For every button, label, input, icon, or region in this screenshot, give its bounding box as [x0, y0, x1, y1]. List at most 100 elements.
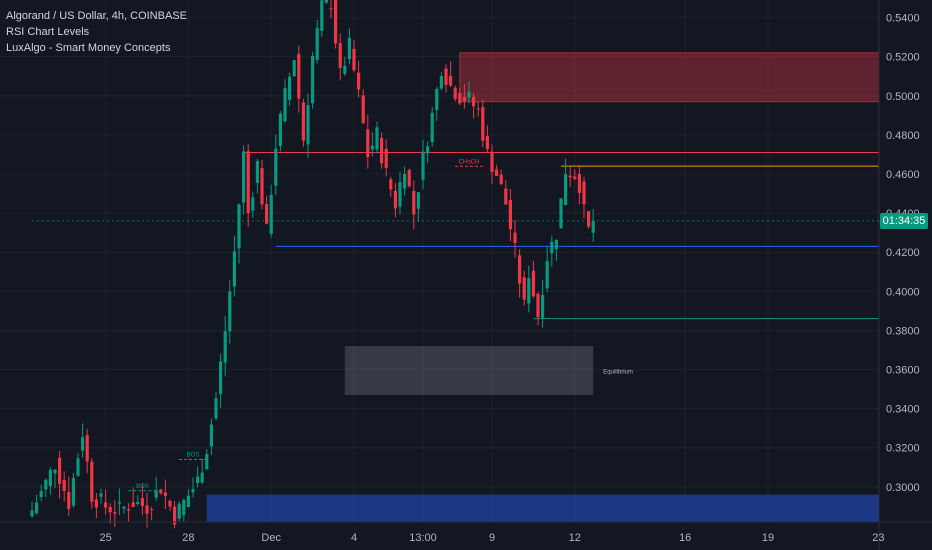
- candle-up: [550, 241, 554, 254]
- price-tick-label: 0.5000: [886, 91, 920, 103]
- candle-down: [58, 457, 62, 484]
- candle-up: [591, 220, 595, 233]
- candle-up: [71, 478, 75, 506]
- candle-up: [403, 173, 407, 189]
- structure-labels: CHoCH BOS BOS: [128, 159, 483, 492]
- time-tick-label: 16: [679, 532, 691, 544]
- candle-up: [306, 105, 310, 145]
- candle-down: [265, 204, 269, 224]
- levels: [32, 151, 879, 320]
- discount-zone: [206, 494, 880, 522]
- candle-down: [159, 489, 163, 494]
- candle-up: [564, 174, 568, 206]
- candle-up: [35, 502, 39, 514]
- candle-down: [67, 491, 71, 509]
- current-price-badge: 01:34:35: [880, 212, 928, 229]
- zones: Equilibrium: [206, 52, 880, 522]
- candle-down: [361, 95, 365, 123]
- candle-down: [301, 102, 305, 141]
- structure-label: BOS: [187, 453, 200, 459]
- candle-down: [94, 499, 98, 508]
- candle-down: [573, 176, 577, 179]
- candle-up: [545, 261, 549, 289]
- candle-down: [140, 497, 144, 506]
- candle-up: [269, 194, 273, 234]
- candle-down: [444, 68, 448, 85]
- candle-down: [476, 108, 480, 110]
- candle-up: [435, 89, 439, 111]
- price-tick-label: 0.5400: [886, 13, 920, 25]
- candle-up: [421, 151, 425, 180]
- equilibrium-zone: [344, 346, 594, 395]
- price-tick-label: 0.4800: [886, 130, 920, 142]
- candle-down: [145, 505, 149, 514]
- candle-down: [485, 136, 489, 149]
- symbol-title[interactable]: Algorand / US Dollar, 4h, COINBASE: [6, 10, 187, 22]
- candle-down: [104, 502, 108, 508]
- price-tick-label: 0.3400: [886, 404, 920, 416]
- candle-up: [122, 506, 126, 509]
- candle-up: [242, 151, 246, 203]
- candle-up: [30, 510, 34, 517]
- time-axis[interactable]: 25 28 Dec 4 13:00 9 12 16 19 23: [99, 532, 884, 544]
- candle-up: [283, 88, 287, 122]
- candle-up: [426, 146, 430, 154]
- candle-down: [246, 151, 250, 214]
- candle-down: [85, 435, 89, 462]
- candle-up: [251, 197, 255, 211]
- time-tick-label: 19: [762, 532, 774, 544]
- candle-up: [315, 27, 319, 60]
- candle-up: [44, 479, 48, 490]
- candle-down: [582, 181, 586, 205]
- candle-up: [237, 204, 241, 249]
- candle-up: [76, 458, 80, 476]
- candle-up: [416, 192, 420, 209]
- candle-up: [343, 65, 347, 74]
- candle-up: [53, 469, 57, 474]
- indicator-smart-money-concepts[interactable]: LuxAlgo - Smart Money Concepts: [6, 42, 171, 54]
- candle-down: [90, 461, 94, 502]
- candle-down: [173, 506, 177, 525]
- structure-label: CHoCH: [459, 159, 480, 165]
- price-tick-label: 0.3600: [886, 365, 920, 377]
- candle-up: [117, 501, 121, 504]
- candle-up: [219, 361, 223, 395]
- candle-down: [453, 87, 457, 100]
- candle-down: [504, 188, 508, 205]
- candle-down: [481, 107, 485, 141]
- supply-zone: [459, 52, 880, 103]
- candle-down: [449, 75, 453, 86]
- price-tick-label: 0.4000: [886, 286, 920, 298]
- candle-up: [541, 295, 545, 318]
- time-tick-label: 23: [872, 532, 884, 544]
- structure-label: BOS: [136, 484, 149, 490]
- indicator-rsi-chart-levels[interactable]: RSI Chart Levels: [6, 26, 90, 38]
- candle-up: [81, 437, 85, 451]
- grid: [0, 0, 879, 522]
- candle-down: [108, 507, 112, 513]
- candle-up: [311, 55, 315, 104]
- candle-up: [196, 476, 200, 484]
- candle-up: [39, 490, 43, 498]
- chart-legend: Algorand / US Dollar, 4h, COINBASE RSI C…: [6, 8, 187, 56]
- time-tick-label: 13:00: [409, 532, 437, 544]
- candle-up: [320, 0, 324, 31]
- candle-down: [163, 492, 167, 496]
- candle-down: [490, 151, 494, 172]
- candle-down: [508, 199, 512, 230]
- time-tick-label: 12: [569, 532, 581, 544]
- candle-up: [375, 127, 379, 150]
- candle-down: [577, 174, 581, 193]
- candle-up: [278, 113, 282, 146]
- candle-down: [389, 179, 393, 190]
- candle-up: [200, 472, 204, 483]
- candle-down: [412, 190, 416, 215]
- candle-up: [136, 502, 140, 505]
- candle-up: [347, 37, 351, 60]
- candle-down: [329, 8, 333, 10]
- candle-up: [223, 331, 227, 363]
- candle-down: [338, 43, 342, 69]
- candle-up: [186, 495, 190, 508]
